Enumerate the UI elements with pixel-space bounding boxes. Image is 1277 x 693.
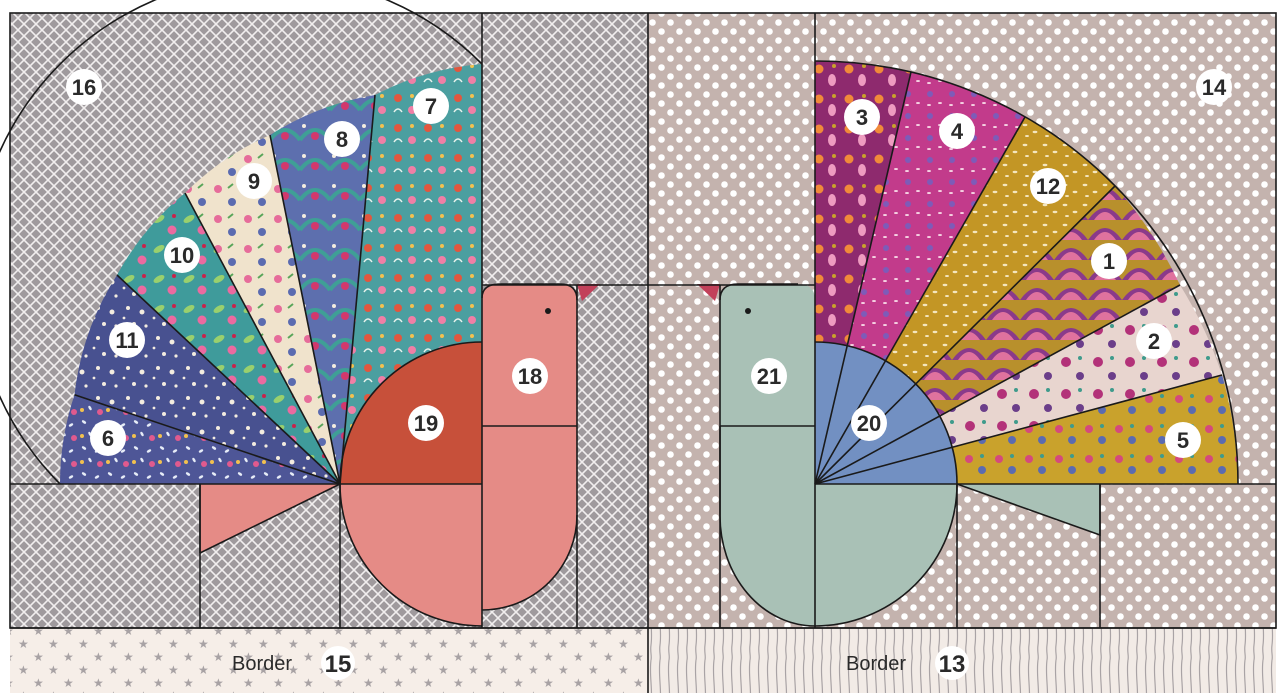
beak-left: [577, 284, 600, 301]
label-18: 18: [512, 358, 548, 394]
svg-text:13: 13: [939, 651, 966, 678]
svg-text:19: 19: [414, 411, 438, 436]
eye-left: [545, 308, 551, 314]
label-10: 10: [164, 237, 200, 273]
svg-text:12: 12: [1036, 174, 1060, 199]
eye-right: [745, 308, 751, 314]
label-21: 21: [751, 358, 787, 394]
label-12: 12: [1030, 168, 1066, 204]
svg-text:16: 16: [72, 75, 96, 100]
label-1: 1: [1091, 243, 1127, 279]
svg-text:3: 3: [856, 105, 868, 130]
wedge-6: [59, 394, 340, 484]
label-9: 9: [236, 163, 272, 199]
svg-text:15: 15: [325, 651, 352, 678]
svg-text:2: 2: [1148, 329, 1160, 354]
svg-text:7: 7: [425, 94, 437, 119]
svg-text:9: 9: [248, 169, 260, 194]
label-16: 16: [66, 69, 102, 105]
body-bottom-left: [340, 484, 482, 626]
label-3: 3: [844, 99, 880, 135]
wedge-mask: [482, 13, 648, 285]
svg-text:10: 10: [170, 243, 194, 268]
piece-labels: 16 7 8 9 10 11 6 19 18 3 4 14 12 1 2 5 2…: [66, 69, 1232, 458]
label-4: 4: [939, 113, 975, 149]
svg-text:4: 4: [951, 119, 964, 144]
body-bottom-right: [815, 484, 957, 626]
neck-21: [720, 284, 815, 426]
svg-text:20: 20: [857, 411, 881, 436]
svg-text:14: 14: [1202, 75, 1227, 100]
svg-text:Border: Border: [232, 653, 292, 675]
neck-18: [482, 284, 577, 426]
label-19: 19: [408, 405, 444, 441]
label-8: 8: [324, 121, 360, 157]
svg-text:21: 21: [757, 364, 781, 389]
label-11: 11: [109, 322, 145, 358]
wedge-11: [74, 275, 340, 484]
svg-text:5: 5: [1177, 428, 1189, 453]
svg-text:11: 11: [115, 328, 138, 353]
body-19-top: [340, 342, 482, 484]
border-label-right: Border 13: [846, 646, 969, 680]
label-14: 14: [1196, 69, 1232, 105]
head-lower: [482, 426, 577, 610]
svg-text:6: 6: [102, 426, 114, 451]
svg-text:8: 8: [336, 127, 348, 152]
border-label-left: Border 15: [232, 646, 355, 680]
label-20: 20: [851, 405, 887, 441]
beak-right: [697, 284, 720, 301]
svg-text:1: 1: [1103, 249, 1115, 274]
head-lower-right: [719, 426, 815, 626]
label-5: 5: [1165, 422, 1201, 458]
svg-text:Border: Border: [846, 653, 906, 675]
svg-text:18: 18: [518, 364, 542, 389]
wedge-9: [185, 135, 340, 484]
label-7: 7: [413, 88, 449, 124]
label-6: 6: [90, 420, 126, 456]
label-2: 2: [1136, 323, 1172, 359]
